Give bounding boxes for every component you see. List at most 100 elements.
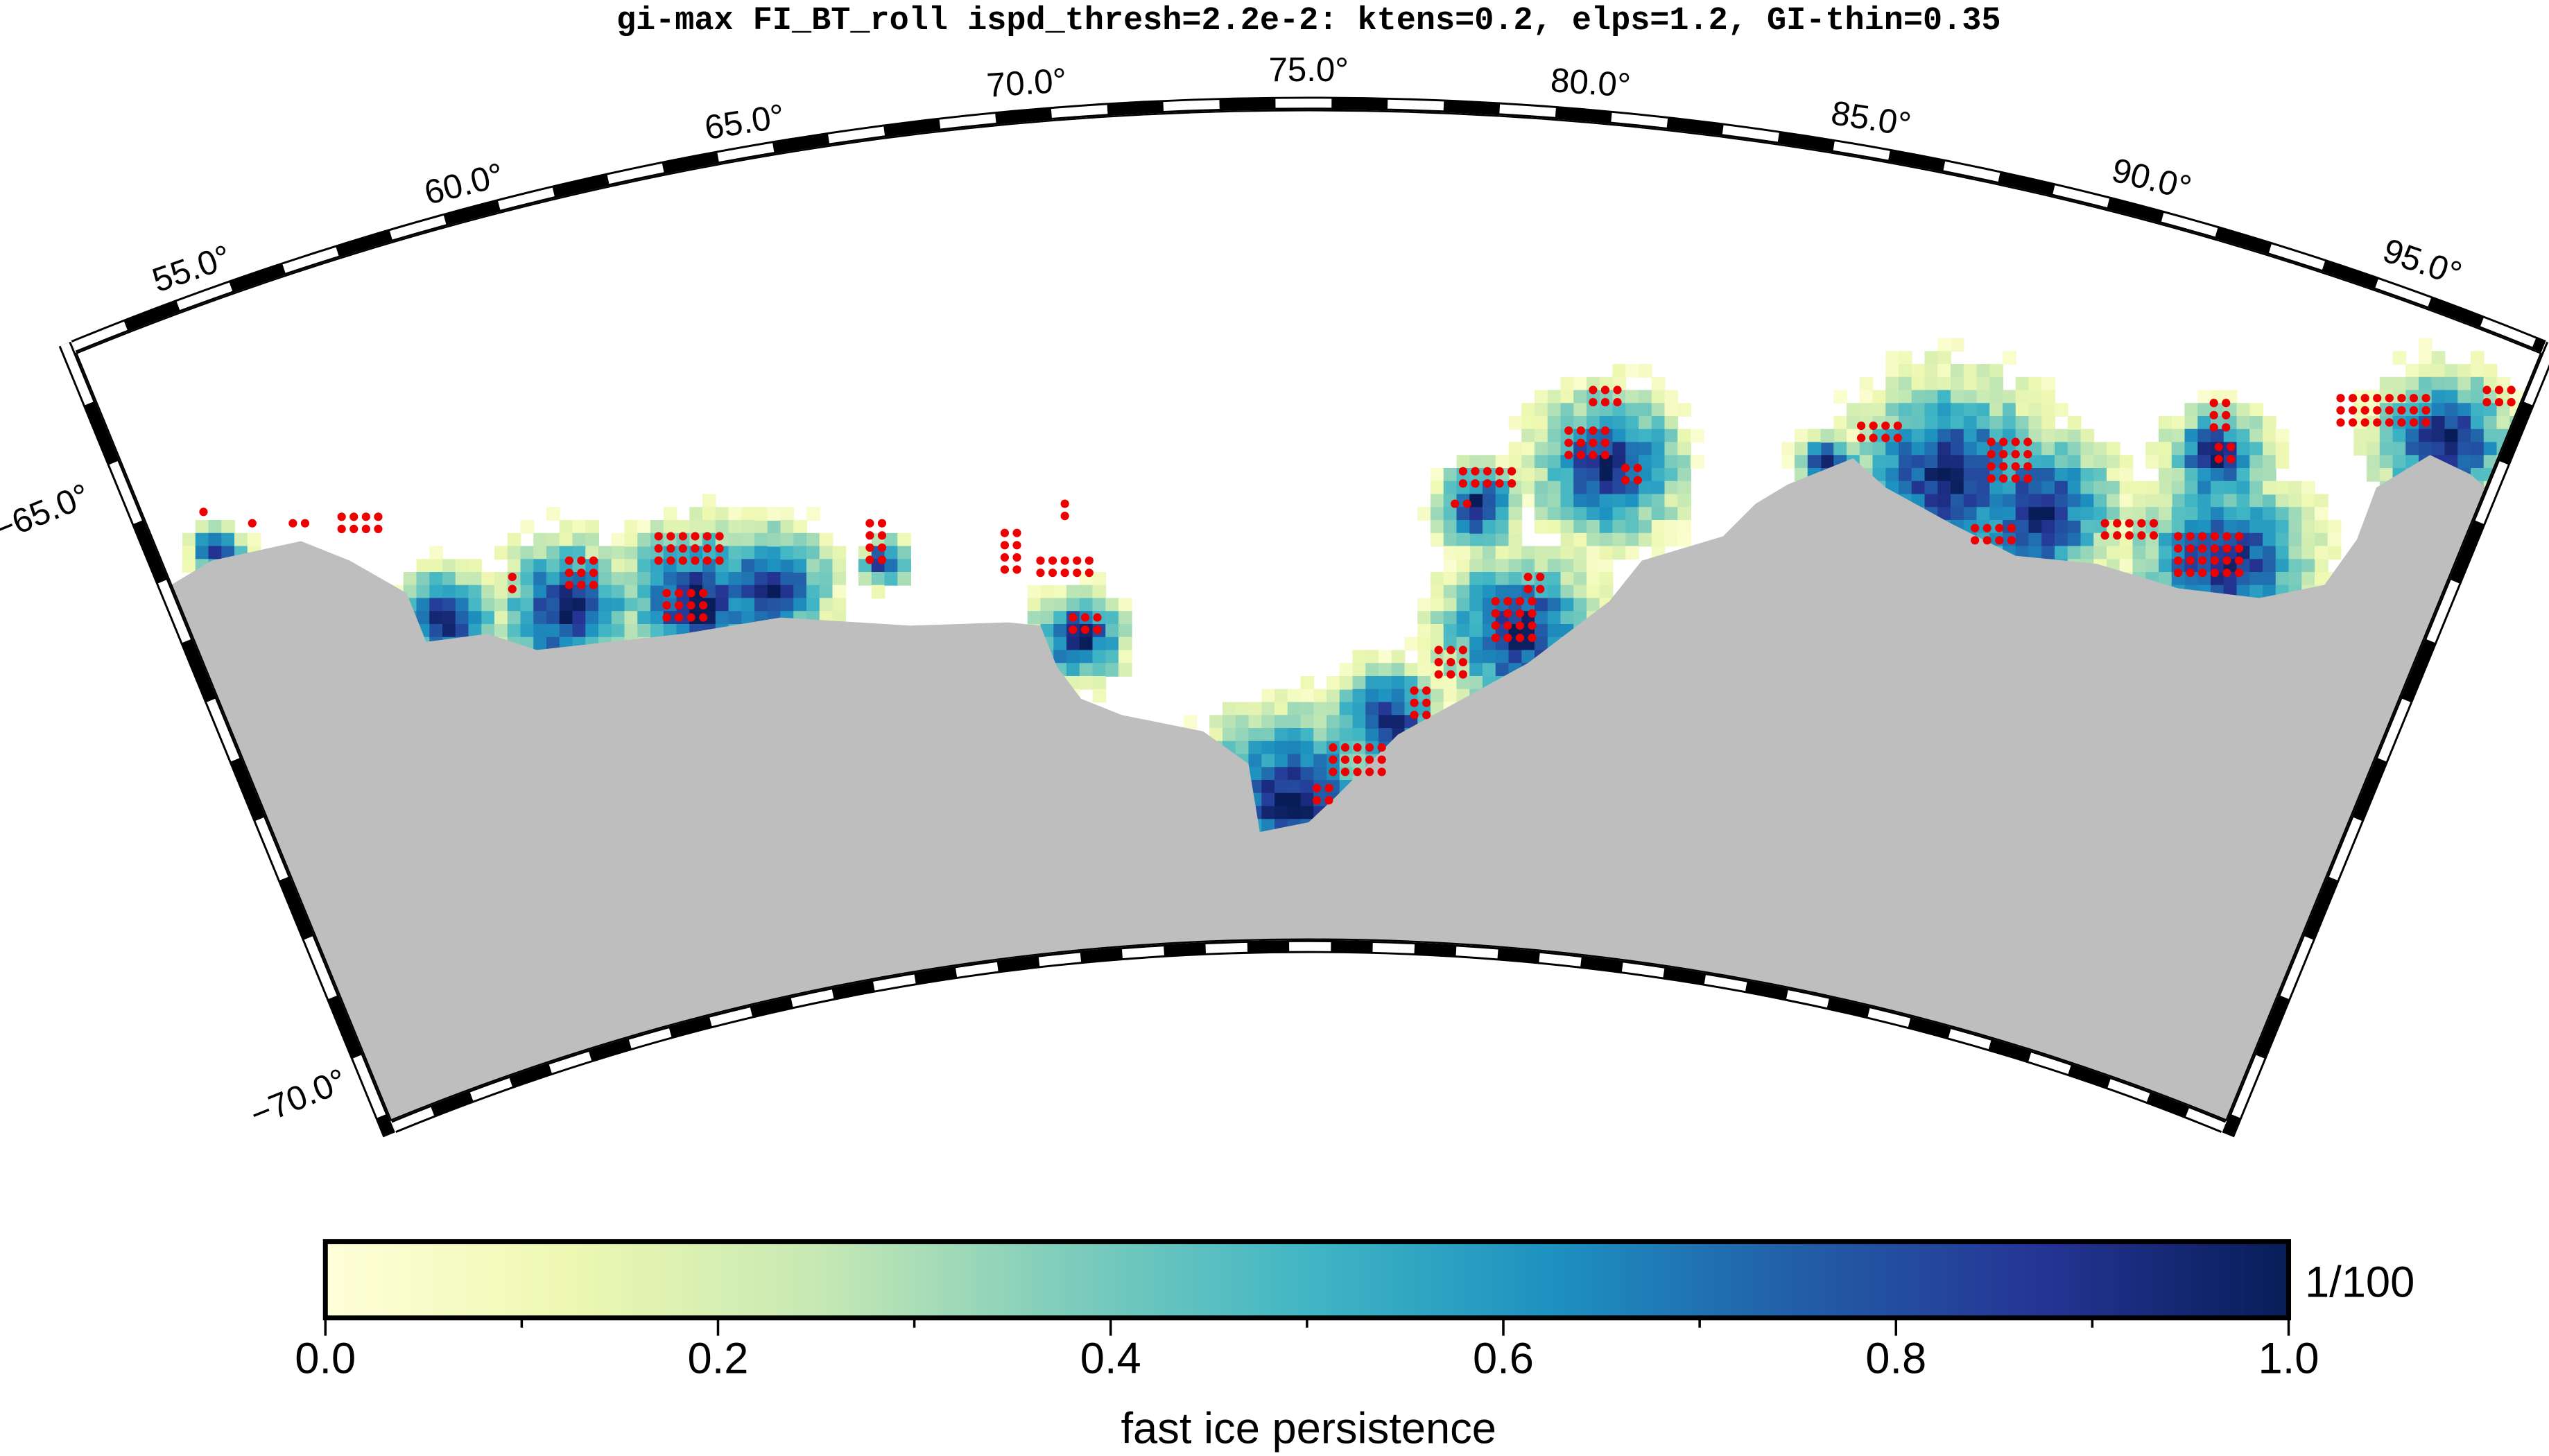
ice-cell — [1391, 663, 1406, 677]
ice-cell — [1937, 416, 1951, 430]
ice-cell — [1379, 663, 1392, 677]
ice-cell — [2197, 507, 2211, 521]
ice-cell — [520, 584, 535, 599]
ice-cell — [2405, 442, 2419, 456]
iceberg-dot — [1446, 670, 1455, 679]
ice-cell — [1079, 598, 1094, 612]
ice-cell — [2041, 442, 2055, 456]
ice-cell — [1587, 559, 1600, 573]
ice-cell — [806, 598, 820, 612]
ice-cell — [767, 598, 781, 612]
ice-cell — [533, 532, 547, 547]
iceberg-dot — [1621, 463, 1630, 473]
ice-cell — [1521, 559, 1535, 573]
ice-cell — [2028, 455, 2043, 469]
ice-cell — [1691, 428, 1704, 443]
ice-cell — [2496, 494, 2511, 508]
ice-cell — [1261, 715, 1275, 729]
ice-cell — [2315, 494, 2328, 508]
ice-cell — [741, 507, 755, 521]
ice-cell — [2003, 494, 2016, 508]
ice-cell — [2028, 428, 2043, 443]
ice-cell — [2067, 480, 2082, 495]
iceberg-dot — [865, 531, 874, 540]
ice-cell — [585, 520, 599, 534]
ice-cell — [1781, 442, 1795, 456]
ice-cell — [2197, 416, 2211, 430]
ice-cell — [637, 520, 651, 534]
ice-cell — [1118, 650, 1132, 664]
iceberg-dot — [1576, 426, 1585, 435]
ice-cell — [1651, 507, 1666, 521]
iceberg-dot — [1060, 512, 1069, 521]
iceberg-dot — [2209, 399, 2218, 408]
ice-cell — [2392, 351, 2407, 365]
iceberg-dot — [1093, 613, 1102, 622]
ice-cell — [2067, 428, 2082, 443]
ice-cell — [2315, 559, 2328, 573]
ice-cell — [2249, 455, 2263, 469]
ice-cell — [2171, 494, 2186, 508]
ice-cell — [884, 572, 899, 586]
iceberg-dot — [1353, 755, 1362, 764]
ice-cell — [1535, 636, 1548, 651]
ice-cell — [1469, 520, 1483, 534]
ice-cell — [2367, 428, 2380, 443]
ice-cell — [2509, 494, 2523, 508]
ice-cell — [2067, 507, 2082, 521]
iceberg-dot — [1576, 451, 1585, 460]
ice-cell — [806, 559, 820, 573]
ice-cell — [1327, 728, 1340, 742]
ice-cell — [1911, 455, 1926, 469]
ice-cell — [2159, 559, 2172, 573]
ice-cell — [2003, 351, 2016, 365]
ice-cell — [754, 532, 768, 547]
ice-cell — [1937, 468, 1951, 482]
ice-cell — [1872, 390, 1887, 404]
ice-cell — [2483, 416, 2498, 430]
ice-cell — [2145, 480, 2159, 495]
ice-cell — [1261, 728, 1275, 742]
ice-cell — [2003, 416, 2016, 430]
iceberg-dot — [674, 600, 684, 610]
ice-cell — [2055, 468, 2068, 482]
ice-cell — [1937, 455, 1951, 469]
ice-cell — [806, 584, 820, 599]
ice-cell — [1261, 740, 1275, 755]
ice-cell — [2249, 480, 2263, 495]
ice-cell — [2315, 572, 2328, 586]
colorbar-fill — [322, 1239, 2292, 1321]
ice-cell — [1859, 442, 1874, 456]
ice-cell — [559, 520, 573, 534]
ice-cell — [1417, 663, 1431, 677]
ice-cell — [2028, 416, 2043, 430]
ice-cell — [2236, 403, 2251, 417]
ice-cell — [1639, 532, 1652, 547]
ice-cell — [2457, 376, 2471, 391]
ice-cell — [2301, 532, 2315, 547]
ice-cell — [1222, 702, 1236, 716]
iceberg-dot — [1999, 462, 2008, 471]
ice-cell — [1664, 428, 1679, 443]
iceberg-dot — [1365, 743, 1374, 752]
ice-cell — [624, 584, 639, 599]
ice-cell — [611, 598, 625, 612]
ice-cell — [871, 572, 885, 586]
ice-cell — [1300, 688, 1315, 703]
ice-cell — [2015, 507, 2030, 521]
ice-cell — [1443, 559, 1458, 573]
ice-cell — [1976, 442, 1991, 456]
ice-cell — [1313, 728, 1327, 742]
ice-cell — [1105, 636, 1119, 651]
iceberg-dot — [361, 512, 370, 521]
ice-cell — [2431, 428, 2446, 443]
ice-cell — [585, 624, 599, 638]
ice-cell — [1508, 455, 1523, 469]
ice-cell — [819, 572, 833, 586]
ice-cell — [2263, 532, 2276, 547]
ice-cell — [1287, 754, 1302, 768]
ice-cell — [1807, 455, 1822, 469]
iceberg-dot — [2482, 385, 2491, 395]
ice-cell — [1300, 702, 1315, 716]
iceberg-dot — [1600, 451, 1610, 460]
